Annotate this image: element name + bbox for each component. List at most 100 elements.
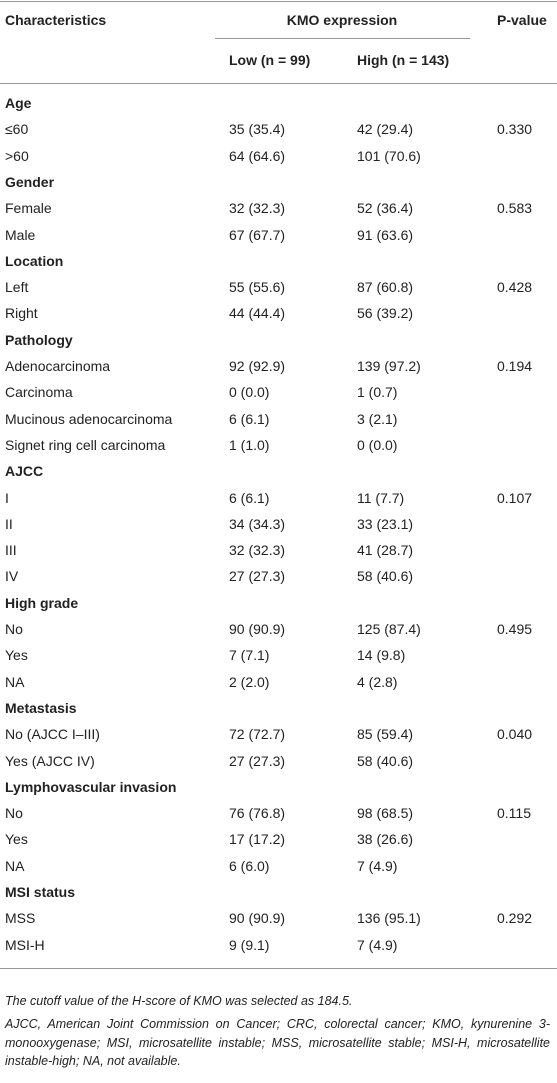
table-cell: 0 (0.0) <box>229 384 270 401</box>
table-cell: 44 (44.4) <box>229 305 286 322</box>
table-cell: 0.495 <box>497 621 533 637</box>
table-cell: 7 (4.9) <box>357 936 398 953</box>
table-cell: Yes <box>5 647 28 664</box>
header-cell: Characteristics <box>5 12 107 28</box>
footnote: The cutoff value of the H-score of KMO w… <box>5 994 353 1008</box>
table-cell: Left <box>5 279 29 296</box>
table-cell: 7 (7.1) <box>229 647 270 664</box>
table-cell: 1 (1.0) <box>229 436 270 453</box>
table-cell: 41 (28.7) <box>357 542 414 559</box>
table-cell: Female <box>5 200 52 217</box>
section-title: Age <box>5 95 32 111</box>
rule <box>0 1 557 2</box>
table-cell: 0.194 <box>497 358 533 374</box>
header-cell: High (n = 143) <box>357 52 450 68</box>
table-cell: 0 (0.0) <box>357 436 398 453</box>
table-cell: No <box>5 621 23 637</box>
table-cell: 27 (27.3) <box>229 752 286 769</box>
table-cell: 125 (87.4) <box>357 621 421 637</box>
rule <box>0 83 557 84</box>
table-cell: 58 (40.6) <box>357 752 414 769</box>
table-cell: 32 (32.3) <box>229 200 286 217</box>
table-cell: 85 (59.4) <box>357 726 414 743</box>
rule <box>215 38 470 39</box>
table-cell: NA <box>5 673 25 690</box>
footnote: AJCC, American Joint Commission on Cance… <box>5 1017 550 1068</box>
table-cell: 1 (0.7) <box>357 384 398 401</box>
section-title: Lymphovascular invasion <box>5 778 177 795</box>
section-title: Location <box>5 252 64 269</box>
table-cell: No (AJCC I–III) <box>5 726 100 743</box>
table-cell: 27 (27.3) <box>229 568 286 585</box>
section-title: MSI status <box>5 884 76 900</box>
rule <box>0 968 557 969</box>
table-cell: MSI-H <box>5 936 45 953</box>
table-cell: 3 (2.1) <box>357 410 398 427</box>
table-cell: 9 (9.1) <box>229 936 270 953</box>
table-cell: 90 (90.9) <box>229 621 286 637</box>
table-cell: 38 (26.6) <box>357 831 414 848</box>
table-cell: I <box>5 489 9 506</box>
table-cell: 136 (95.1) <box>357 910 421 927</box>
header-cell: P-value <box>497 12 547 28</box>
header-cell: KMO expression <box>286 12 398 28</box>
table-cell: Mucinous adenocarcinoma <box>5 410 173 427</box>
table-cell: 6 (6.1) <box>229 489 270 506</box>
table-cell: 42 (29.4) <box>357 121 414 138</box>
header-cell: Low (n = 99) <box>229 52 311 68</box>
table-cell: 0.292 <box>497 910 533 927</box>
table-cell: 72 (72.7) <box>229 726 286 743</box>
table-cell: 0.583 <box>497 200 533 217</box>
table-cell: 4 (2.8) <box>357 673 398 690</box>
table-cell: III <box>5 542 17 559</box>
table-cell: 139 (97.2) <box>357 358 421 374</box>
table-cell: 34 (34.3) <box>229 515 286 532</box>
table-cell: 67 (67.7) <box>229 226 286 243</box>
table-cell: 64 (64.6) <box>229 147 286 164</box>
table-cell: 58 (40.6) <box>357 568 414 585</box>
table-cell: 6 (6.0) <box>229 857 270 874</box>
table-cell: 101 (70.6) <box>357 147 421 164</box>
table-cell: >60 <box>5 147 29 164</box>
table-cell: Male <box>5 226 36 243</box>
table-cell: 87 (60.8) <box>357 279 414 296</box>
table-cell: 11 (7.7) <box>357 489 405 506</box>
section-title: AJCC <box>5 463 44 480</box>
table-cell: 98 (68.5) <box>357 805 414 822</box>
section-title: Metastasis <box>5 699 77 716</box>
table-cell: Adenocarcinoma <box>5 358 111 374</box>
table-cell: 92 (92.9) <box>229 358 286 374</box>
section-title: Gender <box>5 173 55 190</box>
table-cell: 32 (32.3) <box>229 542 286 559</box>
table-cell: 76 (76.8) <box>229 805 286 822</box>
table-cell: 7 (4.9) <box>357 857 398 874</box>
table-cell: 2 (2.0) <box>229 673 270 690</box>
table-cell: 6 (6.1) <box>229 410 270 427</box>
table-cell: NA <box>5 857 25 874</box>
table-cell: 91 (63.6) <box>357 226 414 243</box>
table-cell: 0.330 <box>497 121 533 138</box>
table-cell: Carcinoma <box>5 384 73 401</box>
table-cell: 35 (35.4) <box>229 121 286 138</box>
table-cell: 0.115 <box>497 805 531 822</box>
table-cell: 52 (36.4) <box>357 200 414 217</box>
table-cell: IV <box>5 568 19 585</box>
table-cell: 56 (39.2) <box>357 305 414 322</box>
section-title: Pathology <box>5 331 73 348</box>
table-cell: 14 (9.8) <box>357 647 406 664</box>
table-cell: 33 (23.1) <box>357 515 414 532</box>
table-cell: Right <box>5 305 38 322</box>
table-cell: 90 (90.9) <box>229 910 286 927</box>
table-cell: Signet ring cell carcinoma <box>5 436 166 453</box>
table-cell: Yes <box>5 831 28 848</box>
table-cell: 0.107 <box>497 489 533 506</box>
section-title: High grade <box>5 594 79 611</box>
table-cell: No <box>5 805 23 822</box>
table-cell: 55 (55.6) <box>229 279 286 296</box>
table-cell: 0.428 <box>497 279 533 296</box>
table-cell: Yes (AJCC IV) <box>5 752 95 769</box>
table-cell: 0.040 <box>497 726 533 743</box>
table-cell: 17 (17.2) <box>229 831 286 848</box>
table-cell: MSS <box>5 910 36 927</box>
